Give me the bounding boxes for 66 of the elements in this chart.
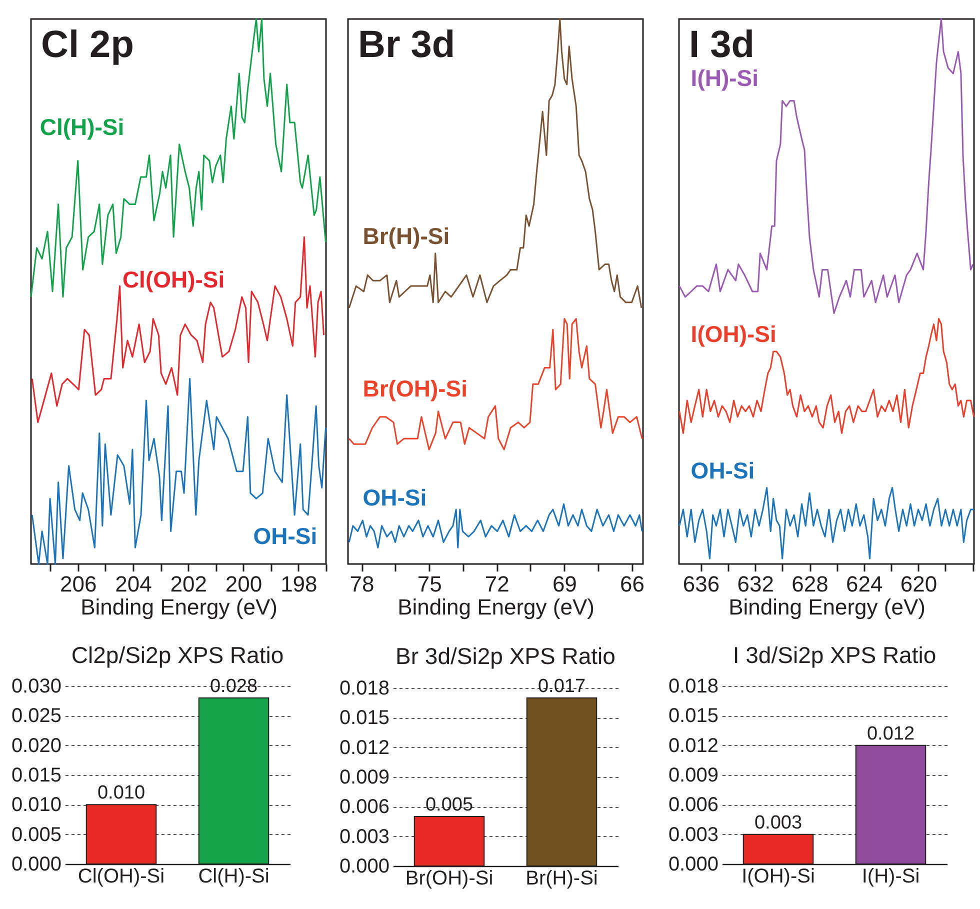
y-tick-label: 0.018 (668, 676, 718, 698)
series-label: I(OH)-Si (690, 321, 776, 348)
x-tick-label: 628 (792, 572, 828, 596)
chart-title: Br 3d (358, 24, 456, 66)
y-tick-label: 0.025 (11, 705, 62, 728)
x-tick-label: 69 (552, 572, 577, 596)
y-tick-label: 0.000 (668, 854, 718, 876)
x-tick-label: 206 (60, 572, 97, 596)
x-tick-label: 75 (417, 572, 442, 596)
chart-title: I 3d/Si2p XPS Ratio (732, 642, 936, 668)
y-tick-label: 0.005 (11, 824, 62, 846)
series-label: I(H)-Si (690, 64, 759, 91)
x-axis-title: Binding Energy (eV) (80, 594, 278, 620)
y-tick-label: 0.003 (668, 824, 718, 846)
y-tick-label: 0.010 (11, 794, 62, 816)
x-tick-label: Br(OH)-Si (405, 868, 494, 890)
series-label: Br(H)-Si (362, 223, 450, 249)
series-label: OH-Si (690, 457, 755, 484)
x-tick-label: 620 (900, 572, 938, 596)
y-tick-label: 0.006 (339, 796, 390, 818)
x-tick-label: I(OH)-Si (742, 866, 815, 888)
series-label: Br(OH)-Si (362, 376, 468, 402)
x-tick-label: 200 (225, 572, 262, 596)
x-tick-label: 66 (620, 572, 644, 596)
x-tick-label: 202 (170, 572, 208, 596)
y-tick-label: 0.009 (668, 764, 718, 786)
data-label: 0.028 (210, 676, 258, 697)
x-tick-label: 632 (737, 572, 774, 596)
chart-title: Br 3d/Si2p XPS Ratio (396, 642, 616, 669)
y-tick-label: 0.018 (339, 678, 390, 700)
y-tick-label: 0.003 (339, 826, 390, 848)
x-tick-label: Cl(H)-Si (198, 866, 270, 888)
series-label: Cl(OH)-Si (122, 266, 225, 293)
y-tick-label: 0.015 (668, 705, 718, 728)
series-label: OH-Si (253, 522, 318, 549)
y-tick-label: 0.000 (339, 856, 390, 878)
data-label: 0.012 (866, 723, 915, 744)
y-tick-label: 0.030 (11, 676, 62, 698)
x-tick-label: I(H)-Si (862, 866, 920, 888)
y-tick-label: 0.006 (668, 794, 718, 816)
data-label: 0.005 (425, 794, 474, 816)
y-tick-label: 0.012 (668, 734, 718, 757)
x-tick-label: 204 (115, 572, 152, 596)
y-tick-label: 0.020 (11, 734, 62, 757)
chart-title: Cl 2p (41, 24, 134, 66)
y-tick-label: 0.009 (339, 766, 390, 788)
x-tick-label: 636 (682, 572, 720, 596)
data-label: 0.003 (754, 812, 802, 834)
x-tick-label: 78 (350, 572, 374, 596)
x-tick-label: 72 (484, 572, 510, 596)
x-axis-title: Binding Energy (eV) (728, 594, 926, 620)
series-label: Cl(H)-Si (40, 114, 124, 140)
x-tick-label: Br(H)-Si (526, 868, 598, 890)
x-tick-label: 624 (846, 572, 883, 596)
series-label: OH-Si (362, 484, 427, 511)
x-tick-label: Cl(OH)-Si (78, 866, 165, 888)
data-label: 0.017 (538, 676, 586, 697)
y-tick-label: 0.015 (11, 764, 62, 786)
chart-title: Cl2p/Si2p XPS Ratio (71, 642, 284, 668)
y-tick-label: 0.012 (339, 736, 390, 759)
y-tick-label: 0.015 (339, 707, 390, 730)
x-tick-label: 198 (280, 572, 318, 596)
data-label: 0.010 (97, 782, 146, 804)
x-axis-title: Binding Energy (eV) (398, 594, 594, 620)
y-tick-label: 0.000 (11, 854, 62, 876)
chart-title: I 3d (689, 24, 754, 66)
